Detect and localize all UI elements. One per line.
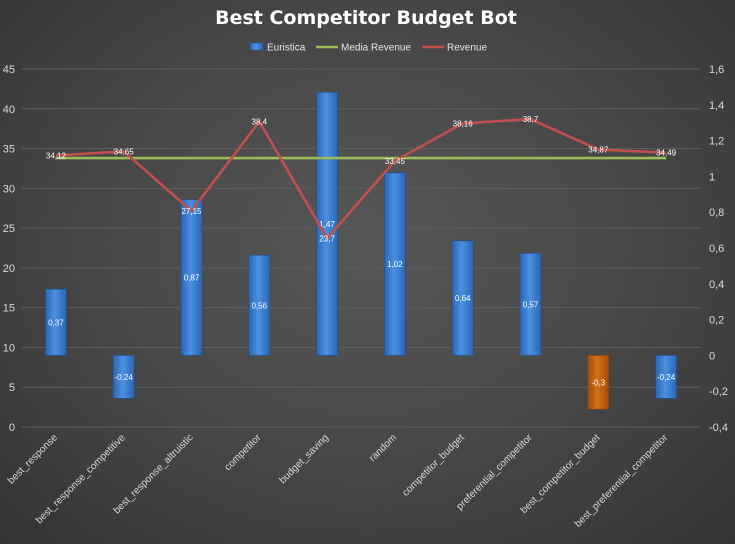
category-label: best_response [6,432,60,486]
legend-label: Media Revenue [341,43,411,54]
chart-title: Best Competitor Budget Bot [215,7,517,29]
bar [384,172,406,356]
category-label: random [367,432,399,464]
left-tick-label: 5 [9,382,15,394]
bars-euristica: 0,37 -0,24 0,87 0,56 1,47 1,02 0,64 0,57 -0,3 -0,… [45,91,677,410]
right-tick-label: 0 [709,350,715,362]
revenue-line [55,117,667,240]
left-tick-label: 0 [9,422,15,434]
bar-data-label: 0,64 [455,294,471,303]
right-tick-label: 0,2 [709,315,724,327]
category-label: budget_saving [277,432,331,486]
bar-data-label: 1,02 [387,260,403,269]
right-axis: -0,4 -0,2 0 0,2 0,4 0,6 0,8 1 1,2 1,4 1,6 [709,64,728,434]
grid [22,68,700,428]
revenue-data-label: 33,45 [385,157,406,166]
bar [451,240,474,356]
bar-data-label: -0,3 [591,378,605,387]
category-label: competitor_budget [400,432,467,499]
revenue-series: 34,12 34,65 27,15 38,4 23,7 33,45 38,16 38,7 34,… [46,115,677,243]
revenue-data-label: 38,4 [252,118,268,127]
bar-data-label: -0,24 [657,373,676,382]
left-tick-label: 30 [3,183,15,195]
left-tick-label: 20 [3,263,15,275]
left-axis: 0 5 10 15 20 25 30 35 40 45 [3,64,15,434]
category-label: preferential_competitor [455,432,536,513]
right-tick-label: 1,4 [709,100,724,112]
left-tick-label: 25 [3,223,15,235]
right-tick-label: 0,4 [709,279,724,291]
bar-data-label: -0,24 [115,373,134,382]
legend-label: Revenue [447,43,487,54]
category-label: best_response_altruistic [112,432,196,516]
bar-data-label: 0,37 [48,318,64,327]
bar [112,355,135,399]
bar-data-label: 1,47 [319,220,335,229]
left-tick-label: 40 [3,104,15,116]
bar [655,355,677,399]
revenue-data-label: 34,65 [114,147,135,156]
left-tick-label: 10 [3,342,15,354]
right-tick-label: 1,6 [709,64,724,76]
bar [45,288,67,356]
revenue-data-label: 38,7 [523,115,539,124]
legend: Euristica Media Revenue Revenue [249,42,487,54]
revenue-data-label: 38,16 [453,119,474,128]
bar [180,199,203,356]
bar-data-label: 0,56 [252,301,268,310]
bar-data-label: 0,87 [184,274,200,283]
revenue-data-label: 34,12 [46,152,67,161]
left-tick-label: 15 [3,303,15,315]
legend-label: Euristica [267,43,306,54]
revenue-data-label: 27,15 [181,207,202,216]
bar [519,253,542,356]
right-tick-label: 0,8 [709,207,724,219]
revenue-data-label: 34,87 [588,146,609,155]
left-tick-label: 45 [3,64,15,76]
right-tick-label: -0,4 [709,422,728,434]
right-tick-label: 0,6 [709,243,724,255]
left-tick-label: 35 [3,144,15,156]
bar [248,254,271,356]
revenue-data-label: 23,7 [319,234,335,243]
revenue-data-label: 34,49 [656,149,677,158]
right-tick-label: 1,2 [709,136,724,148]
category-label: competitor [223,432,264,473]
legend-swatch-euristica [249,42,264,51]
bar-data-label: 0,57 [523,300,539,309]
right-tick-label: -0,2 [709,386,728,398]
bar [587,355,610,410]
category-labels: best_responsebest_response_competitivebe… [6,432,671,530]
right-tick-label: 1 [709,171,715,183]
